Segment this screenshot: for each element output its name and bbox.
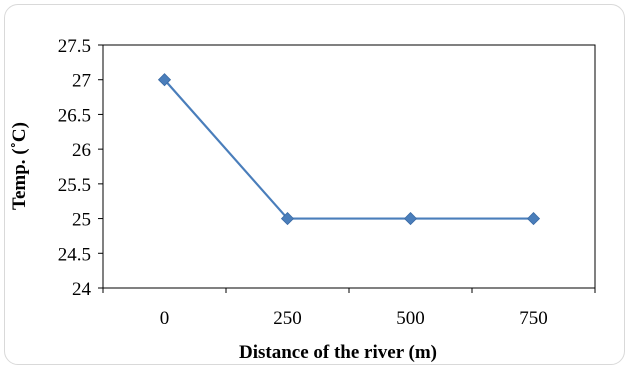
data-point-marker: [280, 212, 295, 226]
plot-area: [102, 44, 596, 289]
y-tick-label: 27: [72, 71, 91, 92]
y-tick-label: 24.5: [58, 244, 91, 265]
y-tick-label: 24: [72, 279, 92, 300]
x-tick-label: 500: [396, 308, 425, 329]
data-point-marker: [403, 212, 418, 226]
chart-frame: [4, 4, 625, 365]
y-tick-label: 25.5: [58, 175, 91, 196]
data-point-marker: [157, 73, 172, 87]
series-line: [163, 78, 534, 220]
y-axis-title: Temp. (˚C): [9, 122, 30, 210]
x-tick-label: 0: [160, 308, 170, 329]
series-group: [157, 73, 541, 226]
x-tick-label: 250: [273, 308, 302, 329]
data-point-marker: [526, 212, 541, 226]
y-tick-label: 27.5: [58, 36, 91, 57]
y-axis-ticks: 24 24.5 25 25.5 26 26.5 27 27.5: [58, 36, 103, 300]
y-tick-label: 26.5: [58, 105, 91, 126]
x-tick-label: 750: [519, 308, 548, 329]
x-axis-ticks: 0 250 500 750: [102, 288, 596, 329]
y-tick-label: 25: [72, 210, 91, 231]
x-axis-title: Distance of the river (m): [239, 342, 437, 363]
y-tick-label: 26: [72, 140, 91, 161]
